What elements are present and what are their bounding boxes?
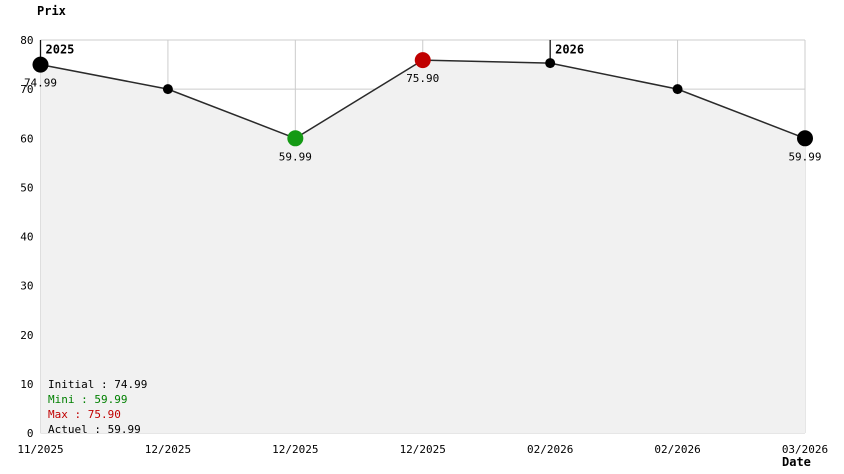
point-value-label: 74.99 bbox=[24, 77, 57, 90]
y-tick-label: 60 bbox=[20, 132, 33, 145]
year-marker-label: 2026 bbox=[555, 43, 584, 57]
y-tick-label: 80 bbox=[20, 34, 33, 47]
legend-max: Max : 75.90 bbox=[48, 408, 121, 421]
x-tick-label: 12/2025 bbox=[272, 443, 318, 456]
y-axis-title: Prix bbox=[37, 4, 66, 18]
x-tick-label: 03/2026 bbox=[782, 443, 828, 456]
y-tick-label: 30 bbox=[20, 280, 33, 293]
legend-actuel: Actuel : 59.99 bbox=[48, 423, 141, 436]
point-value-label: 59.99 bbox=[788, 150, 821, 163]
data-point bbox=[797, 130, 813, 147]
data-point bbox=[287, 130, 304, 147]
area-fill bbox=[40, 60, 805, 434]
data-point bbox=[545, 58, 556, 69]
y-tick-label: 0 bbox=[27, 427, 34, 440]
data-point bbox=[672, 84, 683, 95]
data-point bbox=[162, 84, 173, 95]
y-tick-label: 50 bbox=[20, 181, 33, 194]
year-marker-label: 2025 bbox=[46, 43, 75, 57]
point-value-label: 59.99 bbox=[279, 150, 312, 163]
data-point bbox=[414, 52, 431, 69]
x-tick-label: 11/2025 bbox=[17, 443, 63, 456]
chart-legend: Initial : 74.99 Mini : 59.99 Max : 75.90… bbox=[48, 377, 147, 437]
y-tick-label: 70 bbox=[20, 83, 33, 96]
legend-mini: Mini : 59.99 bbox=[48, 393, 128, 406]
x-tick-label: 12/2025 bbox=[400, 443, 446, 456]
y-tick-label: 40 bbox=[20, 231, 33, 244]
x-tick-label: 12/2025 bbox=[145, 443, 191, 456]
y-tick-label: 20 bbox=[20, 329, 33, 342]
point-value-label: 75.90 bbox=[406, 72, 439, 85]
data-point bbox=[32, 56, 49, 73]
x-tick-label: 02/2026 bbox=[654, 443, 700, 456]
y-tick-label: 10 bbox=[20, 378, 33, 391]
legend-initial: Initial : 74.99 bbox=[48, 378, 148, 391]
x-axis-title: Date bbox=[782, 455, 811, 469]
x-tick-label: 02/2026 bbox=[527, 443, 573, 456]
